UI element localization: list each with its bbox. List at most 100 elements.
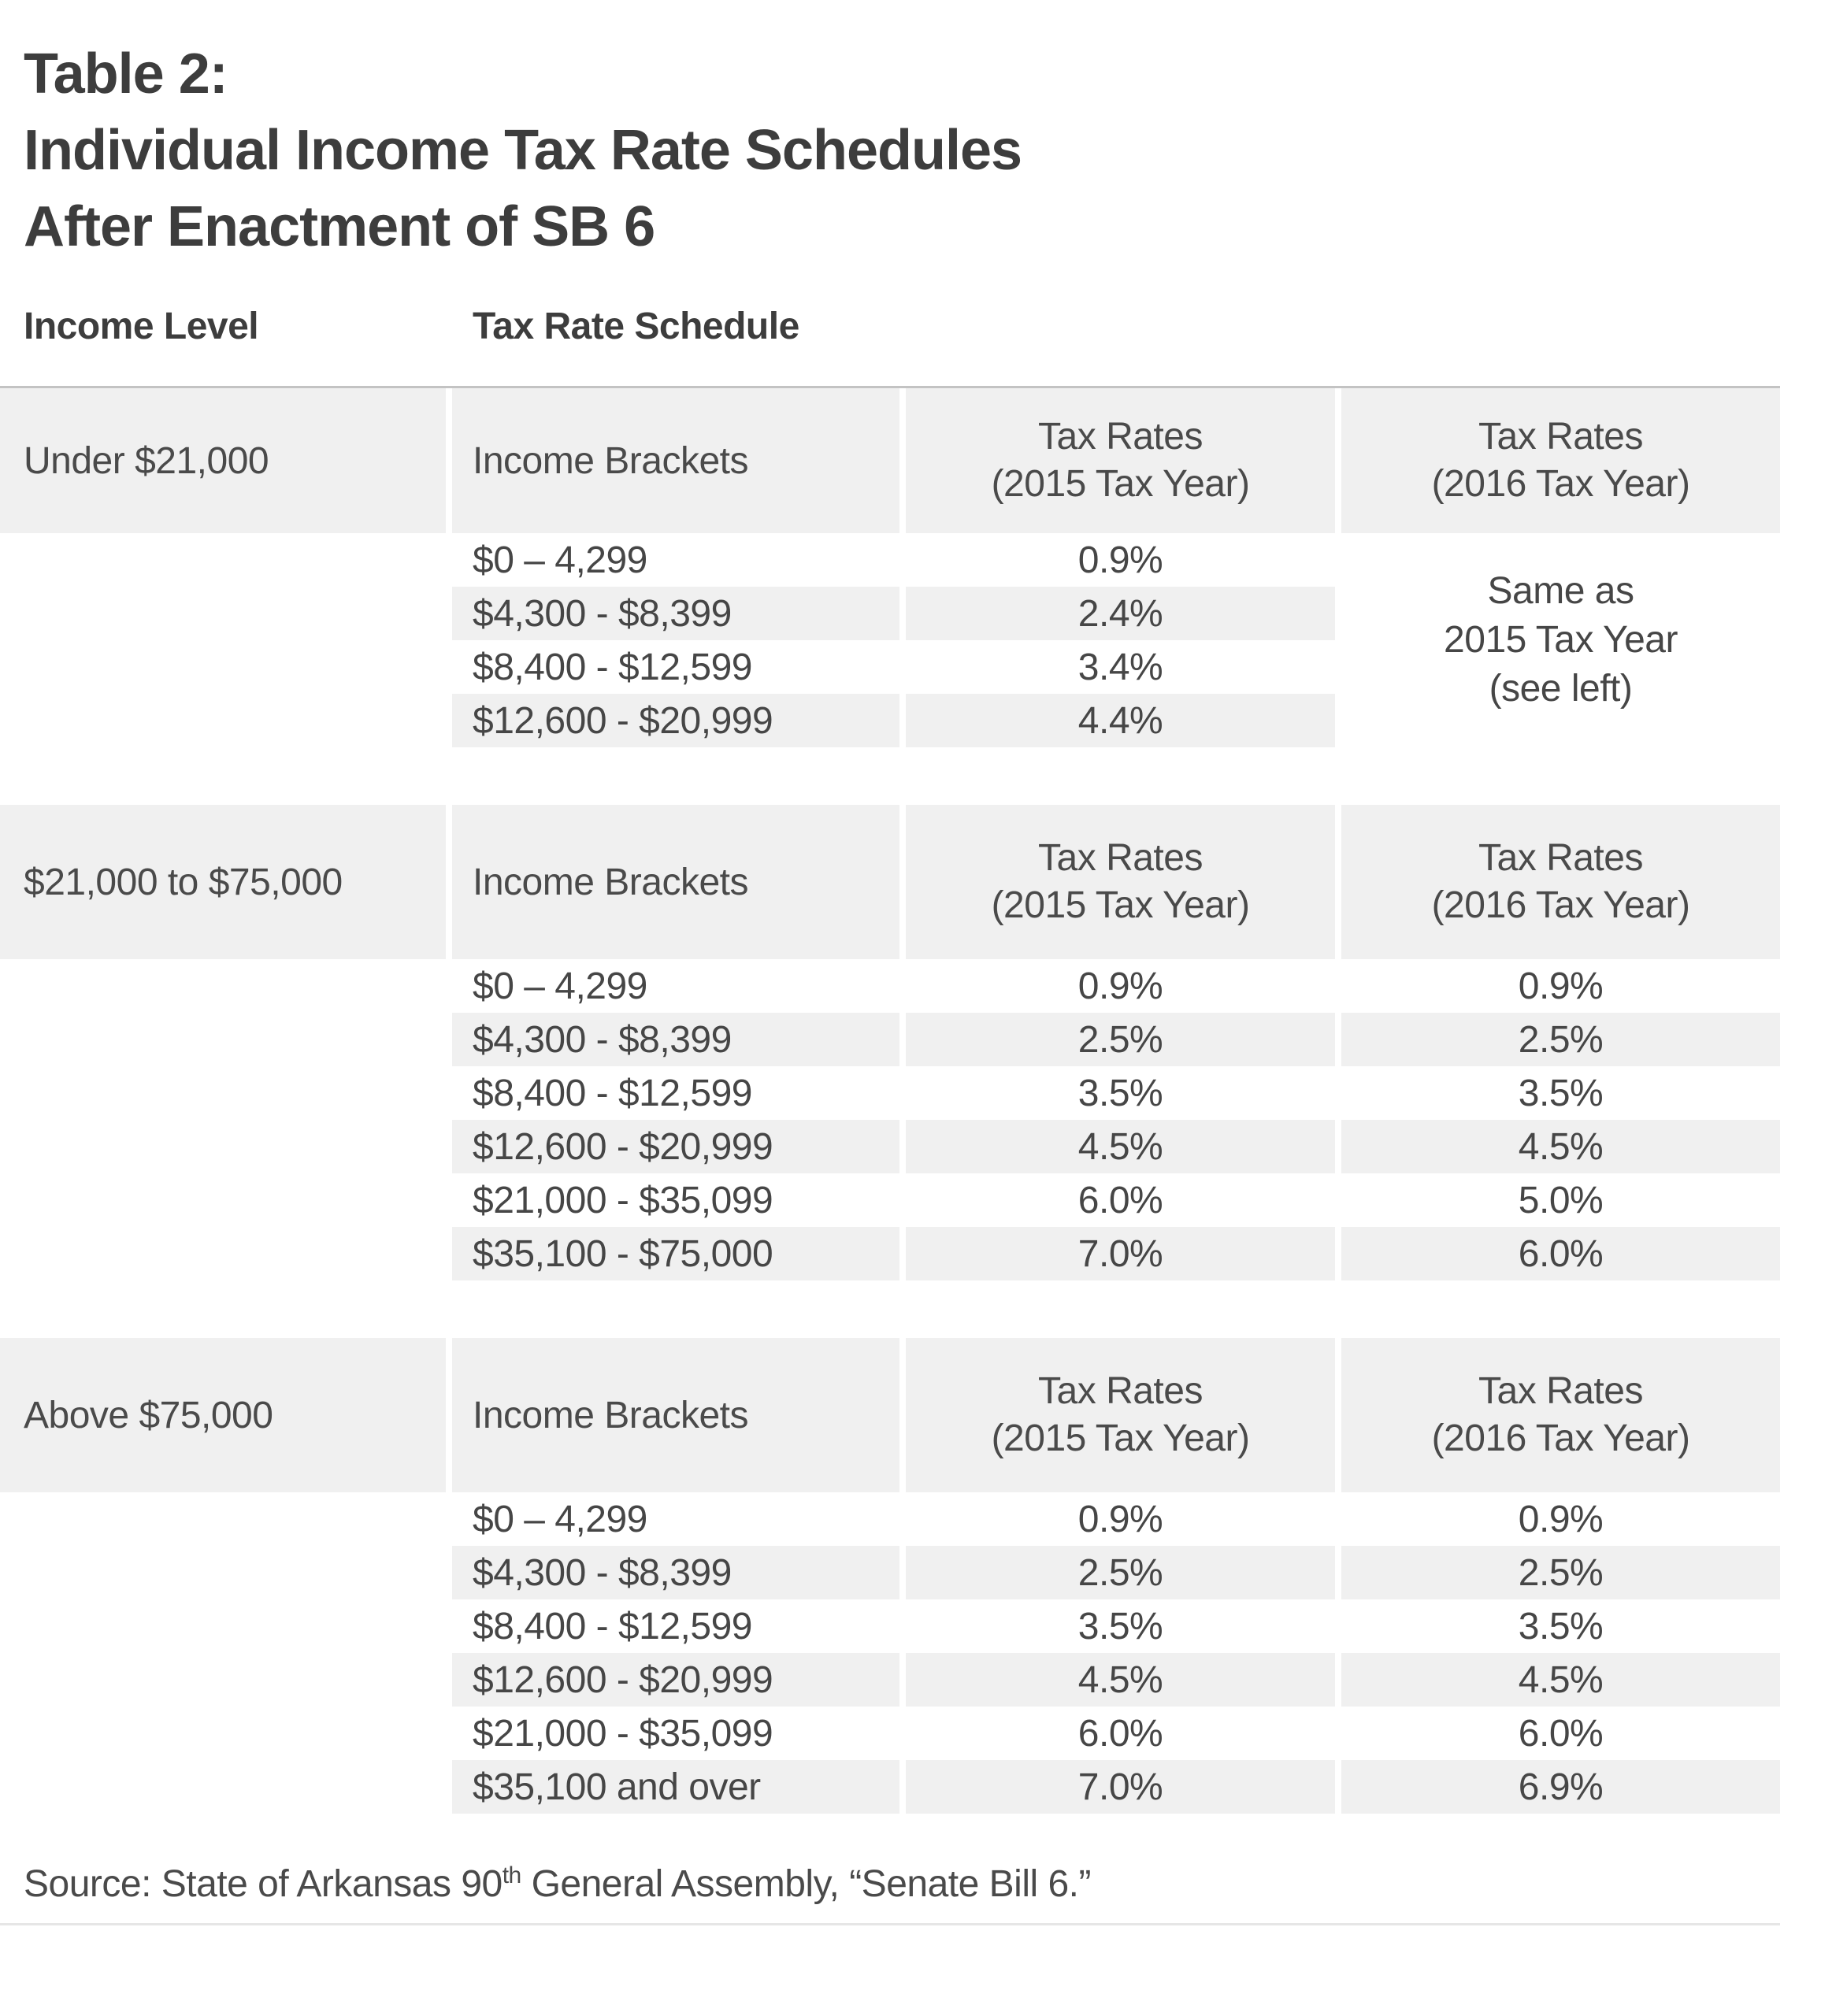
column-headers: Income Level Tax Rate Schedule	[0, 305, 1780, 348]
table-title-line-1: Table 2:	[24, 43, 228, 106]
table-title-line-3: After Enactment of SB 6	[24, 195, 655, 258]
tax-rate-2016-cell: 0.9%	[1518, 965, 1604, 1007]
tax-rate-2016-cell: 5.0%	[1518, 1179, 1604, 1221]
tax-rate-2015-cell: 2.5%	[906, 1013, 1335, 1066]
income-bracket-cell: $35,100 and over	[452, 1760, 899, 1814]
tax-rate-2016-cell: 0.9%	[1518, 1498, 1604, 1540]
income-bracket-cell: $12,600 - $20,999	[452, 694, 899, 747]
same-as-line-3: (see left)	[1489, 668, 1633, 710]
bottom-divider	[0, 1923, 1780, 1925]
tax-rates-2015-header-cell: Tax Rates (2015 Tax Year)	[906, 388, 1335, 533]
spacer-cell	[0, 1013, 446, 1066]
section-under-21000: Under $21,000 Income Brackets Tax Rates …	[0, 386, 1780, 747]
spacer-cell	[0, 959, 446, 1013]
income-bracket-cell: $12,600 - $20,999	[452, 1653, 899, 1707]
income-bracket-cell: $4,300 - $8,399	[452, 587, 899, 640]
tax-rates-2015-header-line2: (2015 Tax Year)	[991, 463, 1250, 505]
income-brackets-header-cell: Income Brackets	[452, 1338, 899, 1492]
tax-rate-2016-cell: 4.5%	[1341, 1120, 1780, 1173]
tax-rate-2015-cell: 3.5%	[1077, 1605, 1163, 1647]
tax-rates-2015-header-line1: Tax Rates	[1038, 1370, 1203, 1412]
spacer-cell	[0, 1546, 446, 1599]
income-bracket-cell: $8,400 - $12,599	[473, 1072, 752, 1114]
tax-rate-2015-cell: 0.9%	[1077, 539, 1163, 581]
tax-rate-2015-cell: 3.4%	[1077, 646, 1163, 688]
section-above-75000: Above $75,000 Income Brackets Tax Rates …	[0, 1338, 1780, 1814]
content: Table 2: Individual Income Tax Rate Sche…	[0, 36, 1780, 1925]
tax-rate-2016-cell: 6.9%	[1341, 1760, 1780, 1814]
tax-rates-2015-header-line2: (2015 Tax Year)	[991, 884, 1250, 926]
tax-rate-2016-cell: 3.5%	[1518, 1605, 1604, 1647]
source-text-prefix: Source: State of Arkansas 90	[24, 1863, 503, 1905]
income-bracket-cell: $21,000 - $35,099	[473, 1179, 773, 1221]
tax-rates-2016-header-line2: (2016 Tax Year)	[1431, 884, 1690, 926]
tax-rate-2015-cell: 4.5%	[906, 1653, 1335, 1707]
tax-rates-2016-header-cell: Tax Rates (2016 Tax Year)	[1341, 388, 1780, 533]
spacer-cell	[0, 587, 446, 640]
income-bracket-cell: $8,400 - $12,599	[473, 646, 752, 688]
tax-rate-2015-cell: 0.9%	[1077, 1498, 1163, 1540]
spacer-cell	[0, 1173, 446, 1227]
tax-rate-2016-cell: 2.5%	[1341, 1546, 1780, 1599]
income-level-cell: Under $21,000	[0, 388, 446, 533]
tax-rates-2016-header-cell: Tax Rates (2016 Tax Year)	[1341, 805, 1780, 959]
spacer-cell	[0, 1707, 446, 1760]
tax-rate-2015-cell: 4.5%	[906, 1120, 1335, 1173]
income-brackets-header-cell: Income Brackets	[452, 805, 899, 959]
table-title: Table 2: Individual Income Tax Rate Sche…	[24, 36, 1780, 265]
tax-rates-2015-header-cell: Tax Rates (2015 Tax Year)	[906, 1338, 1335, 1492]
income-bracket-cell: $0 – 4,299	[473, 965, 647, 1007]
tax-rates-2015-header-cell: Tax Rates (2015 Tax Year)	[906, 805, 1335, 959]
spacer-cell	[0, 640, 446, 694]
tax-rate-2016-cell: 3.5%	[1518, 1072, 1604, 1114]
source-note: Source: State of Arkansas 90th General A…	[24, 1862, 1780, 1906]
income-bracket-cell: $4,300 - $8,399	[452, 1013, 899, 1066]
tax-rate-2015-cell: 7.0%	[906, 1227, 1335, 1280]
income-bracket-cell: $35,100 - $75,000	[452, 1227, 899, 1280]
tax-rate-2015-cell: 6.0%	[1077, 1712, 1163, 1755]
tax-rate-2016-cell: 6.0%	[1341, 1227, 1780, 1280]
tax-rate-2015-cell: 4.4%	[906, 694, 1335, 747]
column-header-income-level: Income Level	[24, 306, 259, 347]
tax-rate-2015-cell: 3.5%	[1077, 1072, 1163, 1114]
spacer-cell	[0, 1492, 446, 1546]
tax-rate-2015-cell: 7.0%	[906, 1760, 1335, 1814]
tax-rate-2016-cell: 2.5%	[1341, 1013, 1780, 1066]
income-brackets-header-cell: Income Brackets	[452, 388, 899, 533]
spacer-cell	[0, 1653, 446, 1707]
source-superscript: th	[502, 1862, 522, 1888]
spacer-cell	[0, 1760, 446, 1814]
spacer-cell	[0, 694, 446, 747]
spacer-cell	[0, 533, 446, 587]
same-as-line-1: Same as	[1487, 570, 1634, 612]
spacer-cell	[0, 1066, 446, 1120]
income-bracket-cell: $0 – 4,299	[473, 539, 647, 581]
same-as-2015-merged-cell: Same as 2015 Tax Year (see left)	[1341, 533, 1780, 747]
tax-rates-2016-header-cell: Tax Rates (2016 Tax Year)	[1341, 1338, 1780, 1492]
tax-rates-2016-header-line1: Tax Rates	[1478, 416, 1643, 458]
tax-rate-2015-cell: 2.5%	[906, 1546, 1335, 1599]
income-level-cell: $21,000 to $75,000	[0, 805, 446, 959]
tax-rate-2015-cell: 6.0%	[1077, 1179, 1163, 1221]
tax-rate-2016-cell: 4.5%	[1341, 1653, 1780, 1707]
tax-rates-2016-header-line1: Tax Rates	[1478, 837, 1643, 879]
income-bracket-cell: $21,000 - $35,099	[473, 1712, 773, 1755]
tax-rate-2015-cell: 2.4%	[906, 587, 1335, 640]
spacer-cell	[0, 1599, 446, 1653]
tax-rates-2016-header-line1: Tax Rates	[1478, 1370, 1643, 1412]
income-bracket-cell: $12,600 - $20,999	[452, 1120, 899, 1173]
income-bracket-cell: $4,300 - $8,399	[452, 1546, 899, 1599]
tax-rates-2016-header-line2: (2016 Tax Year)	[1431, 1418, 1690, 1459]
income-bracket-cell: $0 – 4,299	[473, 1498, 647, 1540]
income-level-cell: Above $75,000	[0, 1338, 446, 1492]
column-header-tax-rate-schedule: Tax Rate Schedule	[473, 306, 799, 347]
tax-rate-table: Under $21,000 Income Brackets Tax Rates …	[0, 386, 1780, 1814]
source-text-suffix: General Assembly, “Senate Bill 6.”	[521, 1863, 1092, 1905]
income-bracket-cell: $8,400 - $12,599	[473, 1605, 752, 1647]
tax-rates-2015-header-line1: Tax Rates	[1038, 837, 1203, 879]
tax-rates-2016-header-line2: (2016 Tax Year)	[1431, 463, 1690, 505]
spacer-cell	[0, 1120, 446, 1173]
same-as-line-2: 2015 Tax Year	[1444, 619, 1678, 661]
tax-rates-2015-header-line1: Tax Rates	[1038, 416, 1203, 458]
